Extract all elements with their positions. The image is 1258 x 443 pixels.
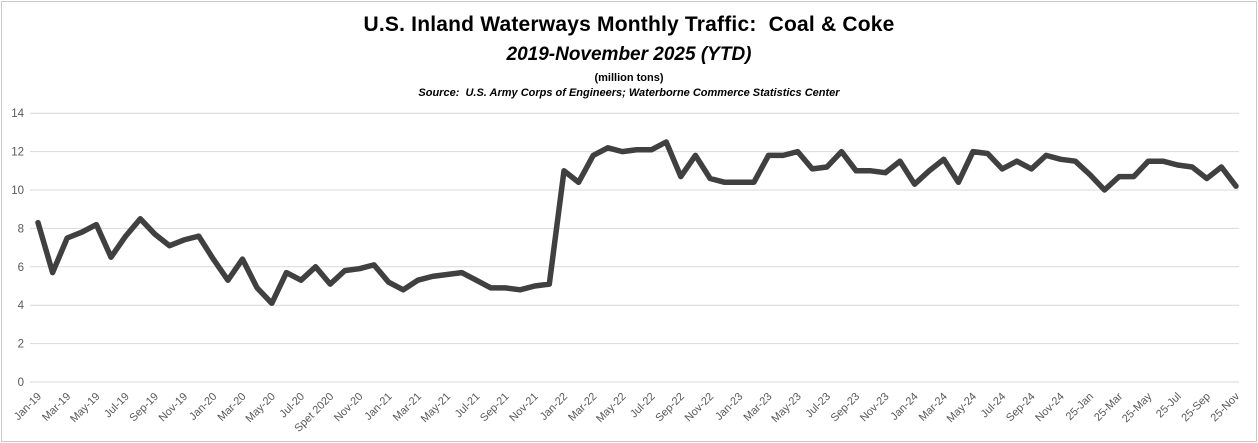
x-tick-label: Mar-21 <box>391 391 424 424</box>
x-tick-label: May-20 <box>243 391 277 425</box>
chart-subtitle: 2019-November 2025 (YTD) <box>506 44 752 65</box>
source-note: Source: U.S. Army Corps of Engineers; Wa… <box>418 87 840 99</box>
y-tick-label: 10 <box>11 185 24 197</box>
x-tick-label: Sep-21 <box>478 391 512 425</box>
x-tick-label: Mar-20 <box>215 391 248 424</box>
x-tick-label: Nov-24 <box>1033 391 1067 425</box>
x-tick-label: 25-Sep <box>1179 391 1213 425</box>
y-tick-label: 6 <box>18 262 24 274</box>
x-tick-label: 25-Mar <box>1092 390 1125 423</box>
x-tick-label: Nov-22 <box>683 391 717 425</box>
x-tick-label: Jan-21 <box>362 391 394 423</box>
y-tick-label: 14 <box>11 108 24 120</box>
units-note: (million tons) <box>594 72 664 84</box>
y-tick-label: 2 <box>18 339 24 351</box>
x-tick-label: Jan-22 <box>538 391 570 423</box>
y-tick-label: 4 <box>18 300 25 312</box>
x-tick-label: Nov-21 <box>507 391 541 425</box>
x-tick-label: Sep-24 <box>1004 391 1038 425</box>
x-tick-label: Nov-23 <box>858 391 892 425</box>
x-tick-label: Mar-22 <box>566 391 599 424</box>
x-tick-label: Mar-19 <box>40 391 73 424</box>
x-tick-label: Sep-22 <box>653 391 687 425</box>
x-tick-label: Jan-23 <box>713 391 745 423</box>
x-tick-label: May-19 <box>68 391 102 425</box>
x-tick-label: May-21 <box>419 391 453 425</box>
y-tick-label: 0 <box>18 377 24 389</box>
y-tick-label: 8 <box>18 223 24 235</box>
traffic-series-line <box>35 139 1239 307</box>
y-tick-label: 12 <box>11 147 24 159</box>
x-tick-label: May-24 <box>945 391 979 425</box>
chart-title: U.S. Inland Waterways Monthly Traffic: C… <box>363 13 895 36</box>
x-tick-label: 25-May <box>1120 390 1155 425</box>
x-tick-label: Jan-24 <box>888 391 920 423</box>
x-tick-label: Jan-19 <box>12 391 44 423</box>
x-tick-label: 25-Jan <box>1064 391 1096 423</box>
x-tick-label: Nov-20 <box>332 391 366 425</box>
x-tick-label: Mar-23 <box>741 391 774 424</box>
x-tick-label: 25-Nov <box>1209 390 1243 424</box>
x-tick-label: May-22 <box>594 391 628 425</box>
x-tick-label: Nov-19 <box>157 391 191 425</box>
x-tick-label: Sep-23 <box>829 391 863 425</box>
x-tick-label: May-23 <box>769 391 803 425</box>
x-tick-label: Sep-19 <box>127 391 161 425</box>
x-tick-label: Mar-24 <box>917 391 950 424</box>
x-tick-label: Jan-20 <box>187 391 219 423</box>
